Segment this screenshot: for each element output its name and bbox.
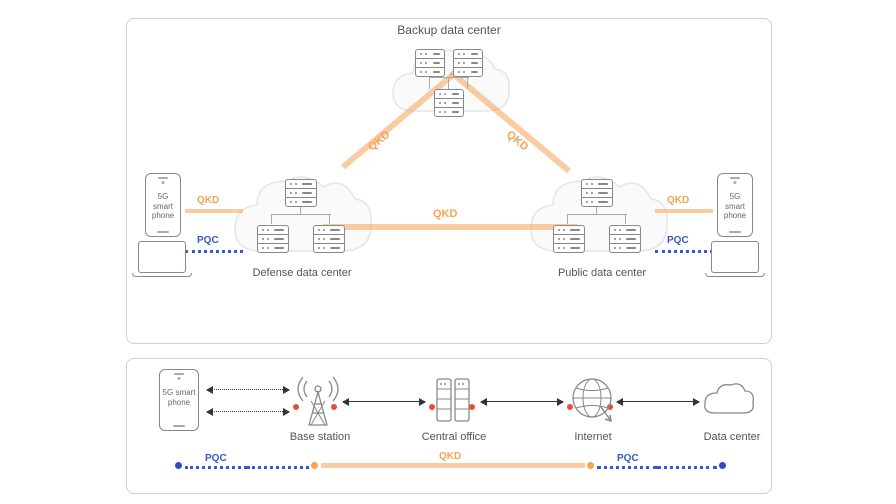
pqc-link bbox=[657, 466, 717, 469]
phone-text: 5G smart phone bbox=[720, 192, 750, 221]
pqc-link bbox=[185, 250, 243, 253]
qkd-link bbox=[323, 224, 577, 230]
pqc-label: PQC bbox=[667, 235, 689, 246]
connector-line bbox=[567, 214, 627, 215]
server-icon bbox=[609, 225, 641, 253]
pqc-label: PQC bbox=[617, 453, 639, 464]
defense-label: Defense data center bbox=[247, 267, 357, 279]
cloud-icon bbox=[701, 381, 757, 421]
blue-dot-icon bbox=[719, 462, 726, 469]
central-office-label: Central office bbox=[419, 431, 489, 443]
base-station-label: Base station bbox=[285, 431, 355, 443]
phone-icon: 5G smart phone bbox=[145, 173, 181, 237]
pqc-link bbox=[597, 466, 657, 469]
arrow-icon bbox=[617, 401, 699, 402]
connector-line bbox=[300, 207, 301, 215]
bottom-panel: 5G smart phone Base station Central offi… bbox=[126, 358, 772, 494]
arrow-icon bbox=[207, 411, 289, 412]
server-icon bbox=[453, 49, 483, 77]
top-panel: Backup data center QKD QKD QKD QKD PQC Q… bbox=[126, 18, 772, 344]
pqc-link bbox=[247, 466, 309, 469]
server-icon bbox=[285, 179, 317, 207]
pqc-label: PQC bbox=[197, 235, 219, 246]
phone-text: 5G smart phone bbox=[162, 388, 196, 407]
qkd-link bbox=[655, 209, 713, 213]
server-icon bbox=[434, 89, 464, 117]
qkd-label: QKD bbox=[433, 208, 457, 220]
laptop-icon bbox=[711, 241, 765, 277]
qkd-link bbox=[185, 209, 243, 213]
phone-text: 5G smart phone bbox=[148, 192, 178, 221]
qkd-label: QKD bbox=[366, 129, 392, 154]
internet-label: Internet bbox=[563, 431, 623, 443]
arrow-icon bbox=[207, 389, 289, 390]
connector-line bbox=[625, 214, 626, 224]
connector-line bbox=[467, 77, 468, 89]
connector-line bbox=[329, 214, 330, 224]
backup-title: Backup data center bbox=[397, 23, 500, 37]
connector-line bbox=[271, 214, 272, 224]
orange-dot-icon bbox=[587, 462, 594, 469]
orange-dot-icon bbox=[311, 462, 318, 469]
blue-dot-icon bbox=[175, 462, 182, 469]
data-center-label: Data center bbox=[697, 431, 767, 443]
connector-line bbox=[429, 77, 469, 78]
laptop-icon bbox=[138, 241, 192, 277]
arrow-icon bbox=[481, 401, 563, 402]
connector-line bbox=[448, 77, 449, 89]
pqc-label: PQC bbox=[205, 453, 227, 464]
connector-line bbox=[429, 77, 430, 89]
globe-icon bbox=[569, 375, 615, 425]
connector-line bbox=[567, 214, 568, 224]
connector-line bbox=[271, 214, 331, 215]
server-icon bbox=[553, 225, 585, 253]
public-label: Public data center bbox=[547, 267, 657, 279]
server-icon bbox=[257, 225, 289, 253]
phone-icon: 5G smart phone bbox=[159, 369, 199, 431]
server-icon bbox=[581, 179, 613, 207]
qkd-label: QKD bbox=[667, 195, 689, 206]
qkd-label: QKD bbox=[197, 195, 219, 206]
server-icon bbox=[415, 49, 445, 77]
qkd-label: QKD bbox=[439, 451, 461, 462]
connector-line bbox=[596, 207, 597, 215]
server-icon bbox=[313, 225, 345, 253]
tower-icon bbox=[297, 371, 339, 427]
pqc-link bbox=[655, 250, 713, 253]
qkd-link bbox=[321, 463, 585, 468]
pqc-link bbox=[185, 466, 247, 469]
arrow-icon bbox=[343, 401, 425, 402]
phone-icon: 5G smart phone bbox=[717, 173, 753, 237]
server-icon bbox=[433, 375, 473, 425]
